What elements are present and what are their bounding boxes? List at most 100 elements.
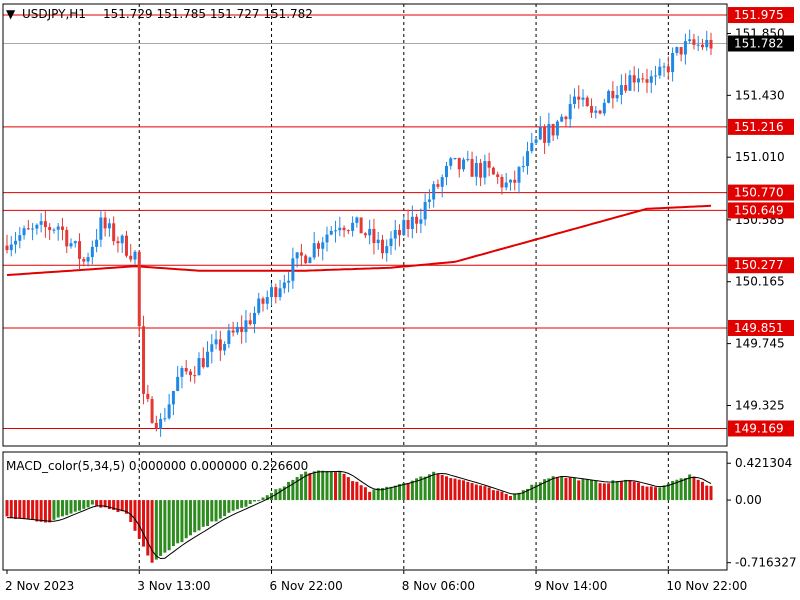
candle-body — [470, 159, 474, 177]
macd-bar — [137, 500, 141, 539]
macd-bar — [393, 485, 397, 501]
macd-bar — [538, 482, 542, 501]
candle-body — [504, 182, 508, 188]
macd-bar — [415, 478, 419, 501]
macd-bar — [636, 482, 640, 501]
candle-body — [368, 228, 372, 236]
macd-label: MACD_color(5,34,5) 0.000000 0.000000 0.2… — [6, 459, 308, 473]
macd-bar — [547, 478, 551, 501]
candle-body — [543, 127, 547, 143]
candle-body — [628, 75, 632, 91]
candle-body — [252, 312, 256, 325]
macd-bar — [163, 500, 167, 553]
candle-body — [406, 219, 410, 229]
candle-body — [26, 228, 30, 230]
macd-bar — [427, 474, 431, 501]
level-price-box — [728, 184, 794, 201]
candle-body — [120, 235, 124, 244]
macd-bar — [402, 483, 406, 501]
macd-bar — [43, 500, 47, 523]
candle-body — [206, 351, 210, 368]
macd-bar — [444, 476, 448, 501]
macd-bar — [504, 493, 508, 501]
macd-bar — [555, 477, 559, 501]
macd-bar — [466, 481, 470, 501]
macd-bar — [666, 483, 670, 501]
time-tick-label: 10 Nov 22:00 — [666, 579, 747, 593]
macd-bar — [146, 500, 150, 556]
candle-body — [666, 66, 670, 73]
candle-body — [52, 229, 56, 231]
time-tick-label: 8 Nov 06:00 — [402, 579, 475, 593]
candle-body — [432, 184, 436, 200]
candle-body — [129, 255, 133, 260]
macd-panel-frame — [2, 451, 728, 571]
candle-body — [48, 227, 52, 231]
macd-bar — [346, 477, 350, 501]
macd-bar — [133, 500, 137, 531]
candle-body — [615, 94, 619, 99]
candle-body — [31, 228, 35, 230]
candle-body — [551, 124, 555, 136]
macd-bar — [240, 500, 244, 508]
candle-body — [466, 159, 470, 161]
time-tick-label: 3 Nov 13:00 — [137, 579, 210, 593]
candle-body — [423, 201, 427, 220]
macd-bar — [508, 495, 512, 501]
macd-bar — [363, 487, 367, 501]
macd-bar — [18, 500, 22, 519]
macd-bar — [449, 478, 453, 501]
candle-body — [329, 230, 333, 235]
macd-bar — [359, 485, 363, 501]
macd-bar — [709, 485, 713, 501]
macd-bar — [590, 480, 594, 501]
macd-bar — [581, 478, 585, 501]
candle-body — [624, 85, 628, 91]
candle-body — [257, 298, 261, 313]
macd-bar — [423, 476, 427, 501]
candle-body — [86, 257, 90, 262]
candle-body — [449, 158, 453, 166]
candle-body — [346, 230, 350, 232]
level-price-label: 149.169 — [734, 421, 784, 435]
macd-bar — [248, 500, 252, 505]
price-axis: 151.850151.430151.010150.585150.165149.7… — [727, 7, 797, 570]
candle-body — [146, 393, 150, 399]
candle-body — [355, 217, 359, 223]
candle-body — [679, 47, 683, 55]
macd-bar — [82, 500, 86, 509]
candle-body — [142, 326, 146, 394]
macd-bar — [440, 475, 444, 501]
candle-body — [82, 258, 86, 262]
macd-bar — [124, 500, 128, 514]
macd-bar — [214, 500, 218, 522]
macd-bar — [602, 483, 606, 501]
macd-bar — [99, 500, 103, 508]
chart-frame — [2, 3, 728, 571]
candle-body — [248, 320, 252, 325]
moving-average-line — [6, 204, 712, 277]
macd-bar — [479, 485, 483, 501]
macd-bar — [210, 500, 214, 522]
candle-body — [560, 116, 564, 122]
candle-body — [700, 44, 704, 48]
candle-body — [214, 339, 218, 345]
macd-bar — [487, 487, 491, 501]
macd-bar — [368, 491, 372, 501]
macd-bar — [696, 479, 700, 501]
macd-bar — [218, 500, 222, 519]
macd-bar — [171, 500, 175, 547]
candle-body — [227, 330, 231, 344]
macd-bar — [252, 500, 256, 502]
macd-bar — [645, 486, 649, 501]
candle-body — [658, 66, 662, 76]
candle-body — [585, 97, 589, 107]
macd-bar — [184, 500, 188, 539]
candle-body — [457, 157, 461, 170]
macd-bar — [662, 485, 666, 501]
candle-body — [22, 228, 26, 236]
macd-bar — [628, 480, 632, 501]
macd-bar — [329, 471, 333, 501]
level-price-label: 151.975 — [734, 8, 784, 22]
